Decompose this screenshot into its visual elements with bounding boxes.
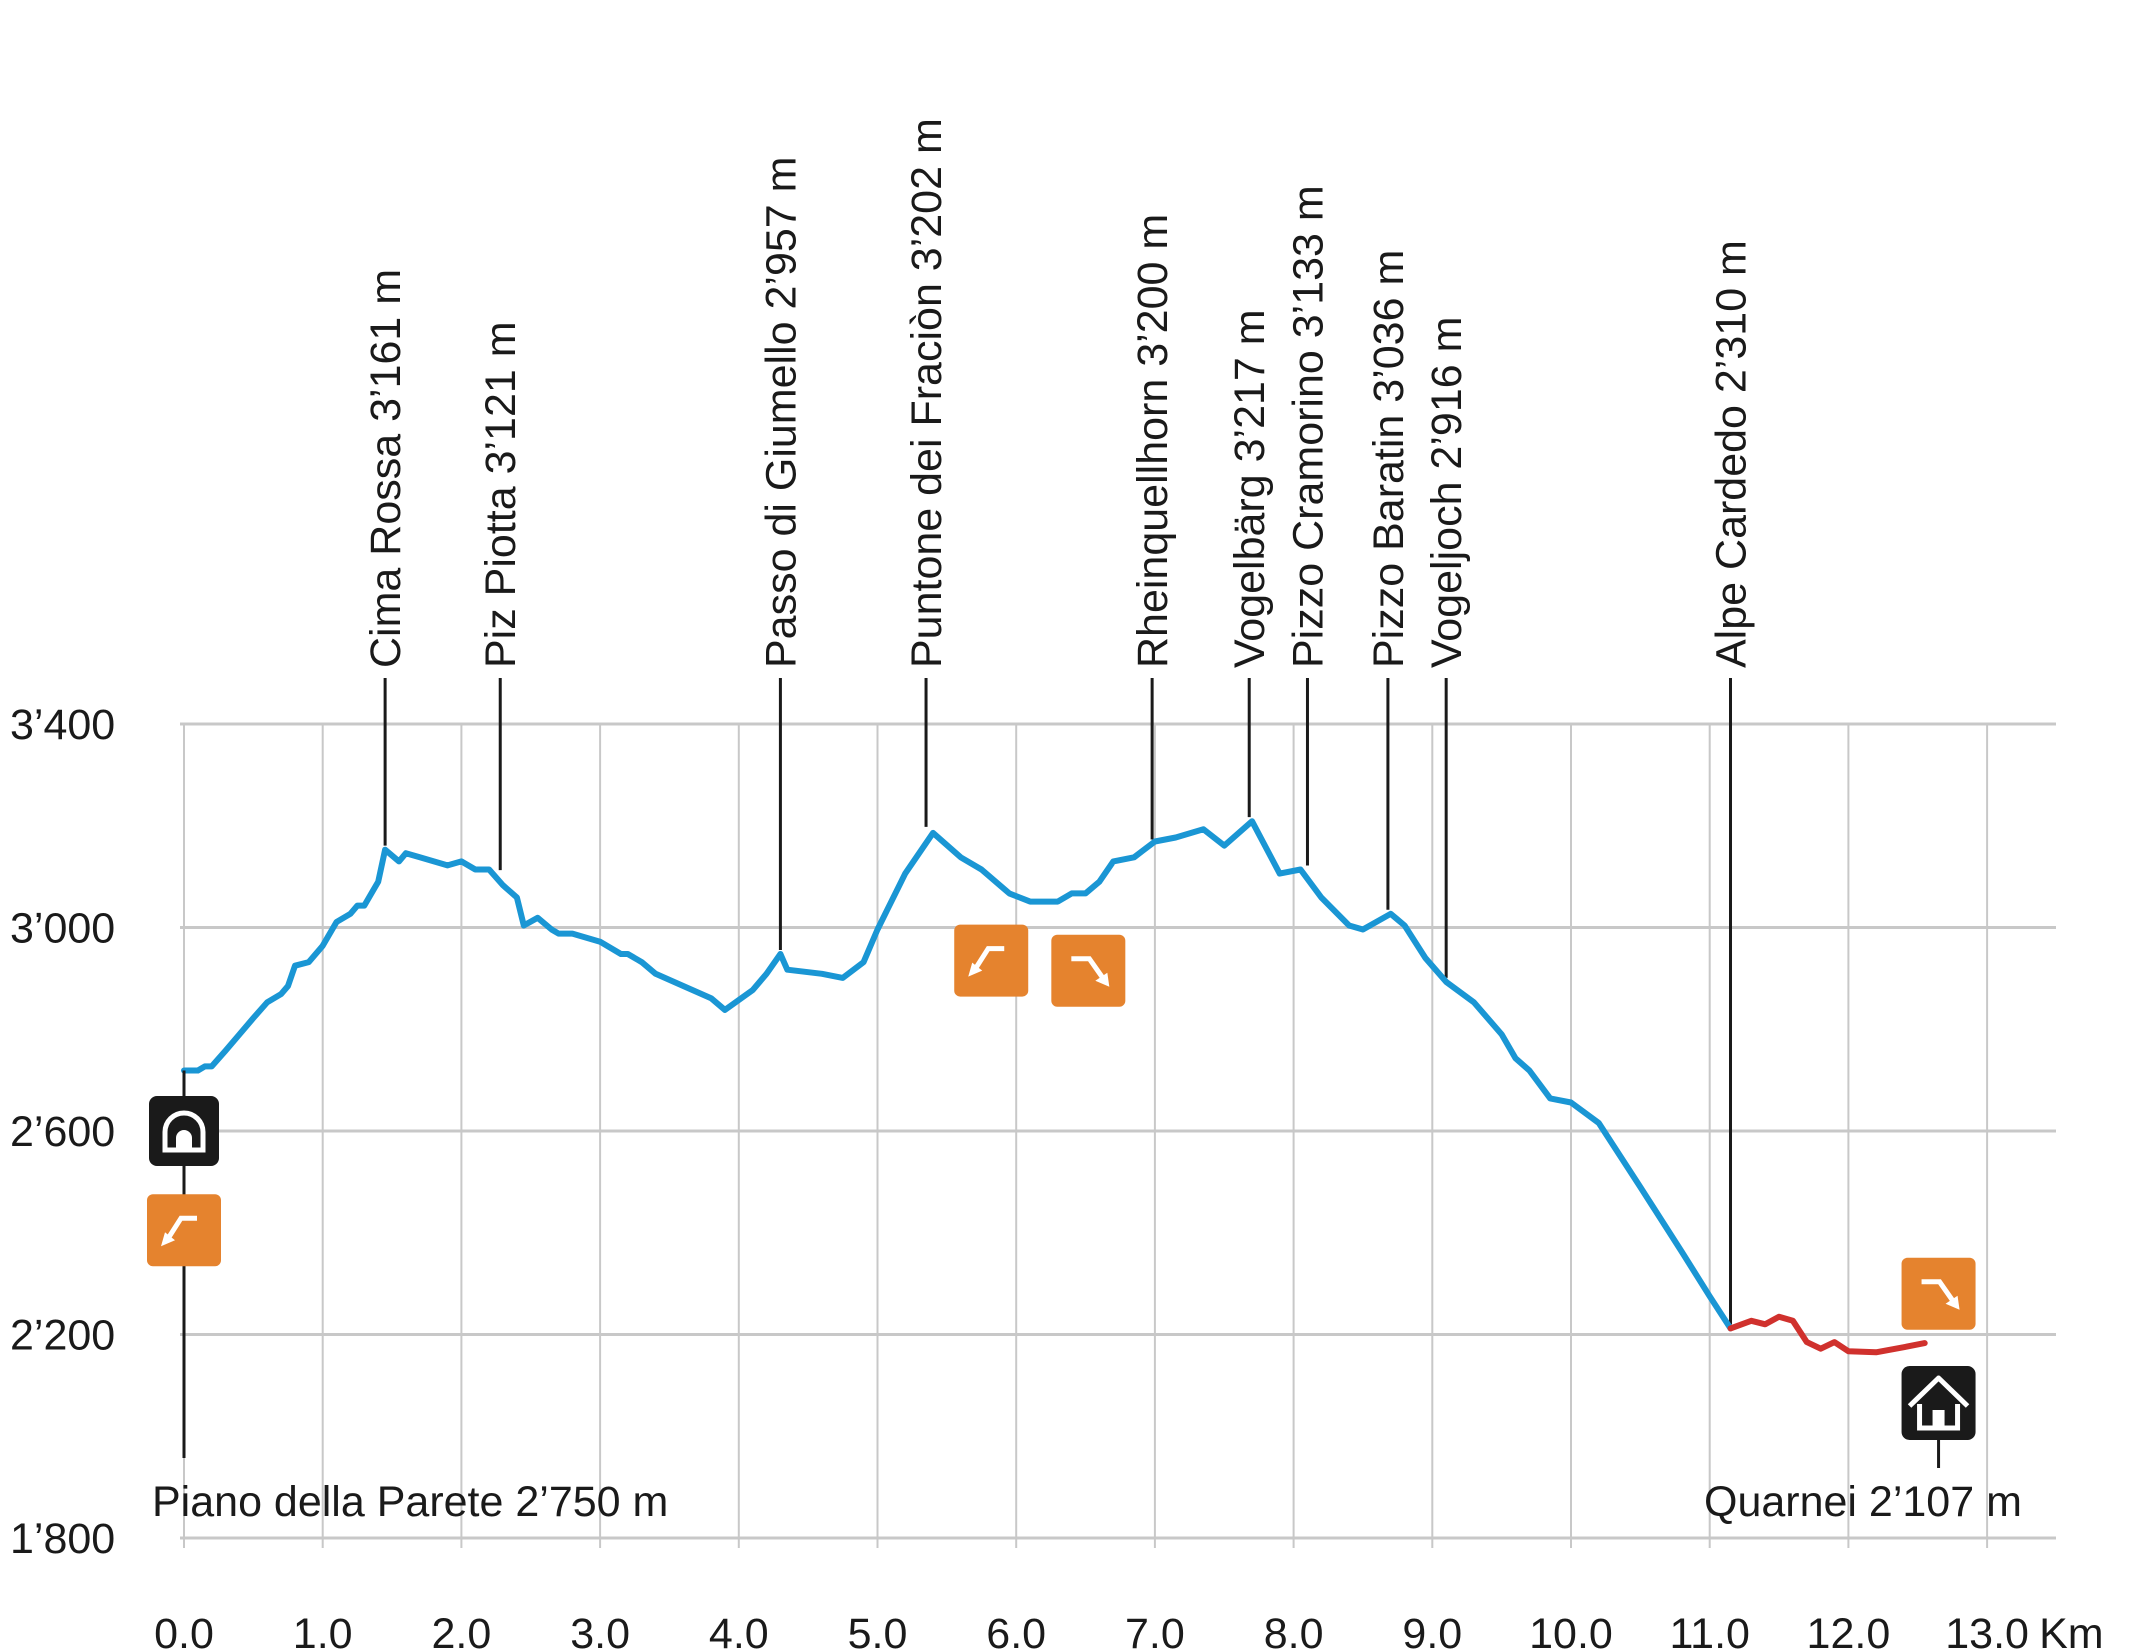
horizontal-grid-lines [180,722,2056,1540]
house-icon [1901,1366,1976,1440]
peak-label: Rheinquellhorn 3’200 m [1129,214,1177,668]
x-tick-label: 3.0 [570,1610,630,1651]
peak-label: Piz Piotta 3’121 m [477,321,525,668]
y-axis-tick-labels: 1’800 2’200 2’600 3’000 3’400 [10,701,115,1563]
x-tick-label: 9.0 [1402,1610,1462,1651]
x-tick-label: 4.0 [709,1610,769,1651]
vertical-grid-lines [183,724,1989,1548]
peak-label: Vogelbärg 3’217 m [1226,309,1274,668]
main-route-line [181,818,1734,1332]
y-tick-label: 2’600 [10,1108,115,1156]
x-tick-label: 11.0 [1669,1610,1750,1651]
peak-labels: Cima Rossa 3’161 m Piz Piotta 3’121 m Pass… [362,118,1755,668]
final-route-segment-line [1727,1313,1928,1356]
x-tick-label: 0.0 [154,1610,214,1651]
y-tick-label: 1’800 [10,1515,115,1563]
peak-label: Passo di Giumello 2’957 m [757,157,805,668]
x-tick-label: 2.0 [432,1610,492,1651]
y-tick-label: 2’200 [10,1312,115,1360]
x-tick-label: 6.0 [986,1610,1046,1651]
y-tick-label: 3’000 [10,905,115,953]
y-tick-label: 3’400 [10,701,115,749]
direction-badges [147,924,1976,1330]
x-tick-label: 8.0 [1264,1610,1324,1651]
peak-leader-lines [383,678,1733,1325]
turn-right-down-arrow-icon [1051,934,1126,1007]
peak-label: Vogeljoch 2’916 m [1423,317,1471,668]
peak-label: Pizzo Cramorino 3’133 m [1284,185,1332,668]
x-axis-unit-label: Km [2039,1610,2104,1651]
x-tick-label: 10.0 [1529,1610,1613,1651]
turn-right-down-arrow-icon [1901,1257,1976,1330]
x-tick-label: 12.0 [1807,1610,1891,1651]
peak-label: Puntone dei Fraciòn 3’202 m [903,118,951,668]
start-location-label: Piano della Parete 2’750 m [152,1478,668,1526]
turn-left-arrow-icon [147,1194,221,1267]
x-tick-label: 1.0 [293,1610,353,1651]
x-axis-tick-labels: 0.0 1.0 2.0 3.0 4.0 5.0 6.0 7.0 8.0 9.0 10.0 11.0 12… [154,1610,2029,1651]
peak-label: Pizzo Baratin 3’036 m [1365,250,1413,668]
x-tick-label: 5.0 [848,1610,908,1651]
x-tick-label: 13.0 [1945,1610,2029,1651]
peak-label: Alpe Cardedo 2’310 m [1708,240,1756,668]
shelter-hut-icon [149,1096,219,1166]
x-tick-label: 7.0 [1125,1610,1185,1651]
route-profile-lines [181,818,1928,1356]
peak-label: Cima Rossa 3’161 m [362,269,410,668]
turn-left-arrow-icon [954,924,1029,997]
end-location-label: Quarnei 2’107 m [1704,1478,2022,1526]
